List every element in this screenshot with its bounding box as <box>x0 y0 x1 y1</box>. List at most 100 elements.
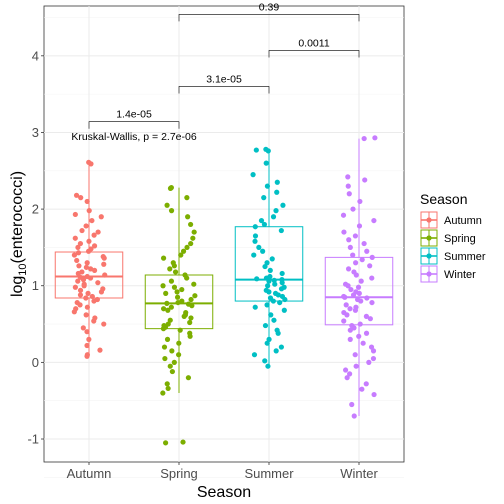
data-point <box>84 304 90 310</box>
data-point <box>175 299 181 306</box>
data-point <box>75 278 81 284</box>
data-point <box>346 237 352 243</box>
data-point <box>101 321 107 327</box>
data-point <box>169 348 175 354</box>
data-point <box>270 298 276 304</box>
box <box>234 226 304 302</box>
data-point <box>282 296 288 303</box>
data-point <box>78 195 84 201</box>
data-point <box>363 330 370 336</box>
data-point <box>371 217 377 224</box>
data-point <box>278 344 284 350</box>
legend-title: Season <box>420 191 467 207</box>
data-point <box>188 315 194 321</box>
data-point <box>353 260 359 266</box>
data-point <box>83 295 89 301</box>
data-point <box>367 316 373 322</box>
data-point <box>347 336 353 342</box>
y-tick-label: 1 <box>32 278 39 293</box>
data-point <box>87 275 94 281</box>
y-tick-label: 0 <box>32 355 39 370</box>
data-point <box>358 278 364 284</box>
data-point <box>252 233 259 239</box>
data-point <box>98 214 104 220</box>
x-tick-label: Winter <box>340 466 378 481</box>
data-point <box>264 340 270 346</box>
data-point <box>164 202 170 208</box>
data-point <box>274 179 280 185</box>
data-point <box>167 363 173 369</box>
data-point <box>352 233 358 239</box>
comparison-bracket <box>268 50 360 58</box>
data-point <box>351 413 357 419</box>
data-point <box>184 244 190 251</box>
data-point <box>253 147 259 153</box>
data-point <box>347 327 353 333</box>
data-point <box>265 283 271 289</box>
data-point <box>366 359 372 365</box>
data-point <box>83 223 89 229</box>
y-tick-label: -1 <box>27 432 39 447</box>
data-point <box>101 261 107 267</box>
data-point <box>91 243 98 249</box>
data-point <box>262 322 269 329</box>
data-point <box>272 281 278 287</box>
data-point <box>350 252 356 258</box>
data-point <box>362 177 368 183</box>
data-point <box>161 344 168 350</box>
legend-key-point <box>426 217 432 223</box>
data-point <box>77 302 83 308</box>
data-point <box>356 223 363 229</box>
data-point <box>371 391 377 398</box>
data-point <box>89 217 95 224</box>
data-point <box>264 183 271 189</box>
data-point <box>85 290 91 296</box>
data-point <box>345 266 352 272</box>
data-point <box>251 352 258 358</box>
data-point <box>83 312 89 318</box>
data-point <box>188 221 194 228</box>
data-point <box>160 255 167 261</box>
data-point <box>167 317 173 323</box>
data-point <box>355 284 362 290</box>
y-axis-title: log10(enterococci) <box>9 171 29 297</box>
data-point <box>352 352 358 358</box>
data-point <box>342 367 349 373</box>
data-point <box>268 312 274 318</box>
data-point <box>180 439 186 445</box>
data-point <box>89 293 95 300</box>
data-point <box>179 286 185 293</box>
data-point <box>184 195 190 201</box>
data-point <box>184 275 190 281</box>
data-point <box>185 214 191 220</box>
data-point <box>164 381 170 387</box>
legend-label: Winter <box>444 269 476 281</box>
data-point <box>192 293 198 299</box>
data-point <box>95 229 101 235</box>
data-point <box>167 266 173 272</box>
data-point <box>164 300 170 306</box>
data-point <box>356 290 362 296</box>
data-point <box>345 183 351 189</box>
comparison-p-value: 1.4e-05 <box>116 109 152 121</box>
data-point <box>91 267 98 273</box>
grid-lines <box>44 6 404 478</box>
y-axis-title-subscript: 10 <box>17 263 29 275</box>
data-point <box>73 192 80 198</box>
data-point <box>262 358 268 364</box>
data-point <box>174 294 181 300</box>
data-point <box>187 333 193 339</box>
data-point <box>72 235 78 241</box>
y-axis-title-main: log <box>9 276 26 297</box>
data-point <box>91 318 97 324</box>
data-point <box>269 256 275 262</box>
comparison-p-value: 3.1e-05 <box>206 73 242 85</box>
data-point <box>97 347 103 353</box>
data-point <box>264 302 270 308</box>
data-point <box>188 296 194 303</box>
data-point <box>74 257 80 264</box>
data-point <box>348 286 354 293</box>
data-point <box>188 240 194 247</box>
data-point <box>345 283 351 289</box>
